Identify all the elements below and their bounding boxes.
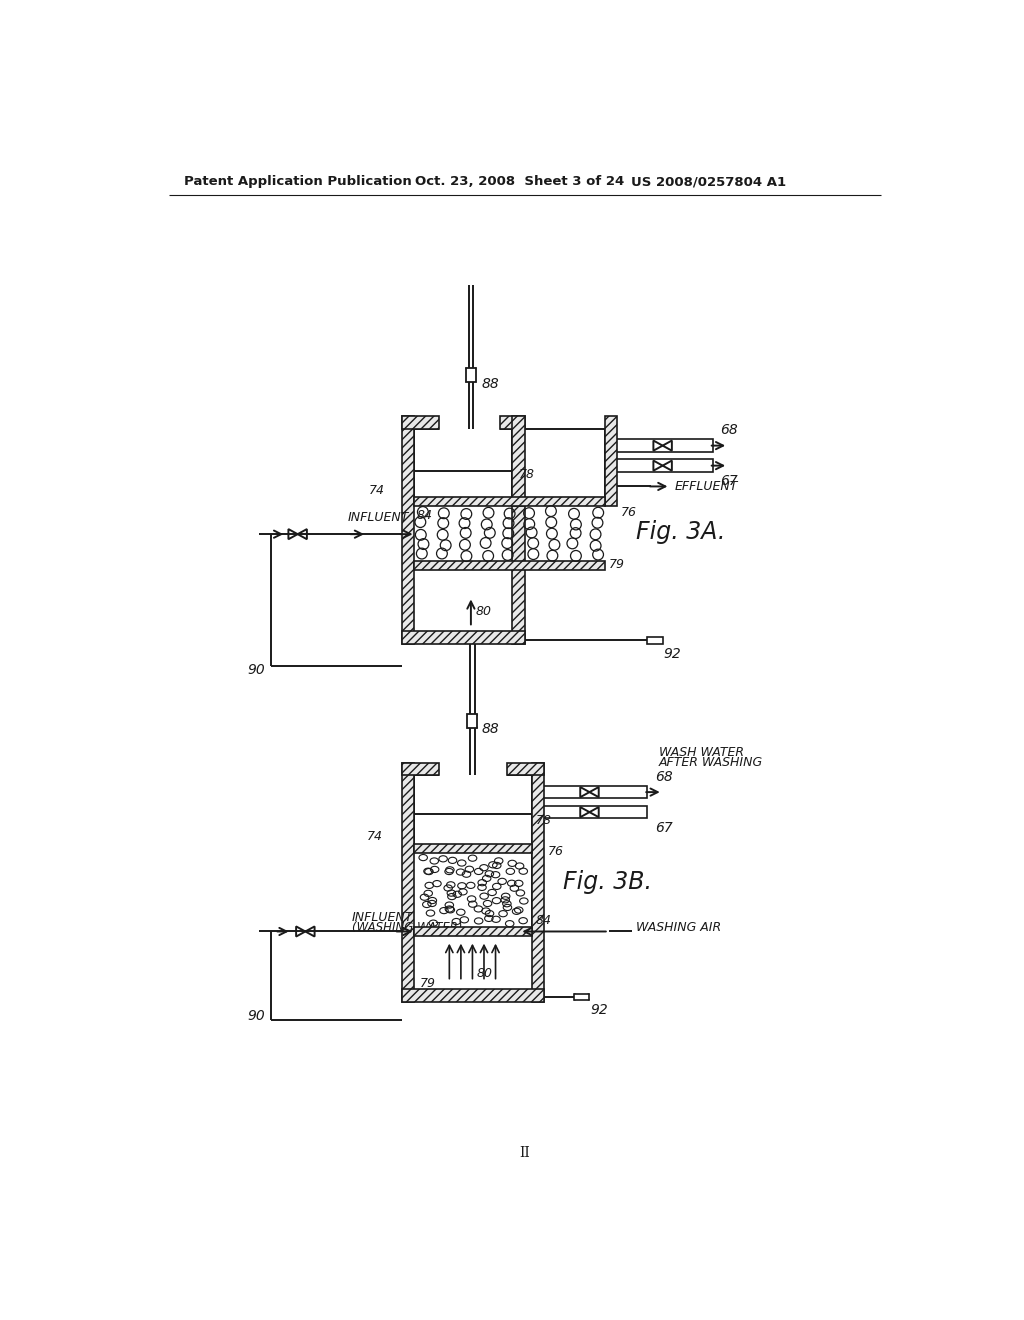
Text: 67: 67 <box>655 821 673 834</box>
Text: INFLUENT: INFLUENT <box>348 511 409 524</box>
Bar <box>401 416 438 429</box>
Text: 84: 84 <box>416 510 432 523</box>
Text: 68: 68 <box>655 770 673 784</box>
Text: AFTER WASHING: AFTER WASHING <box>658 756 763 770</box>
Text: 79: 79 <box>608 557 625 570</box>
Text: 90: 90 <box>248 1010 265 1023</box>
Bar <box>574 994 590 1001</box>
Bar <box>512 416 525 507</box>
Text: EFFLUENT: EFFLUENT <box>674 480 737 492</box>
Text: 84: 84 <box>536 915 552 927</box>
Bar <box>414 843 531 853</box>
Text: 74: 74 <box>370 483 385 496</box>
Text: WASH WATER: WASH WATER <box>658 746 743 759</box>
Bar <box>531 807 647 818</box>
Text: 92: 92 <box>664 647 681 661</box>
Text: 78: 78 <box>518 467 535 480</box>
Bar <box>414 561 605 570</box>
Text: Oct. 23, 2008  Sheet 3 of 24: Oct. 23, 2008 Sheet 3 of 24 <box>416 176 625 187</box>
Text: II: II <box>519 1146 530 1160</box>
Text: 80: 80 <box>476 968 493 981</box>
Bar <box>605 416 617 507</box>
Text: US 2008/0257804 A1: US 2008/0257804 A1 <box>631 176 786 187</box>
Text: WASHING AIR: WASHING AIR <box>636 921 721 935</box>
Bar <box>605 459 713 471</box>
Bar <box>512 498 525 644</box>
Text: INFLUENT: INFLUENT <box>351 911 413 924</box>
Bar <box>401 416 414 644</box>
Text: 90: 90 <box>248 663 265 677</box>
Text: Fig. 3B.: Fig. 3B. <box>563 870 652 894</box>
Text: Fig. 3A.: Fig. 3A. <box>637 520 726 544</box>
Text: 80: 80 <box>475 606 492 619</box>
Text: 78: 78 <box>536 814 552 828</box>
Bar <box>414 498 605 507</box>
Text: 67: 67 <box>720 474 738 488</box>
Text: 88: 88 <box>481 378 500 391</box>
Text: (WASHING WATER): (WASHING WATER) <box>351 921 462 935</box>
Text: 76: 76 <box>621 506 637 519</box>
Bar <box>401 989 544 1002</box>
Text: 79: 79 <box>420 977 436 990</box>
Bar <box>507 763 544 775</box>
Text: 76: 76 <box>548 845 564 858</box>
Text: 88: 88 <box>481 722 500 737</box>
Bar <box>401 631 525 644</box>
Bar <box>401 763 438 775</box>
Text: 92: 92 <box>590 1003 608 1016</box>
Text: 74: 74 <box>367 830 383 843</box>
Bar <box>466 368 476 381</box>
Bar <box>531 785 647 799</box>
Bar <box>414 927 531 936</box>
Text: Patent Application Publication: Patent Application Publication <box>184 176 413 187</box>
Bar <box>605 440 713 451</box>
Bar <box>467 714 477 729</box>
Bar <box>500 416 525 429</box>
Bar <box>647 638 663 644</box>
Bar <box>531 763 544 1002</box>
Bar <box>401 763 414 1002</box>
Text: 68: 68 <box>720 424 738 437</box>
